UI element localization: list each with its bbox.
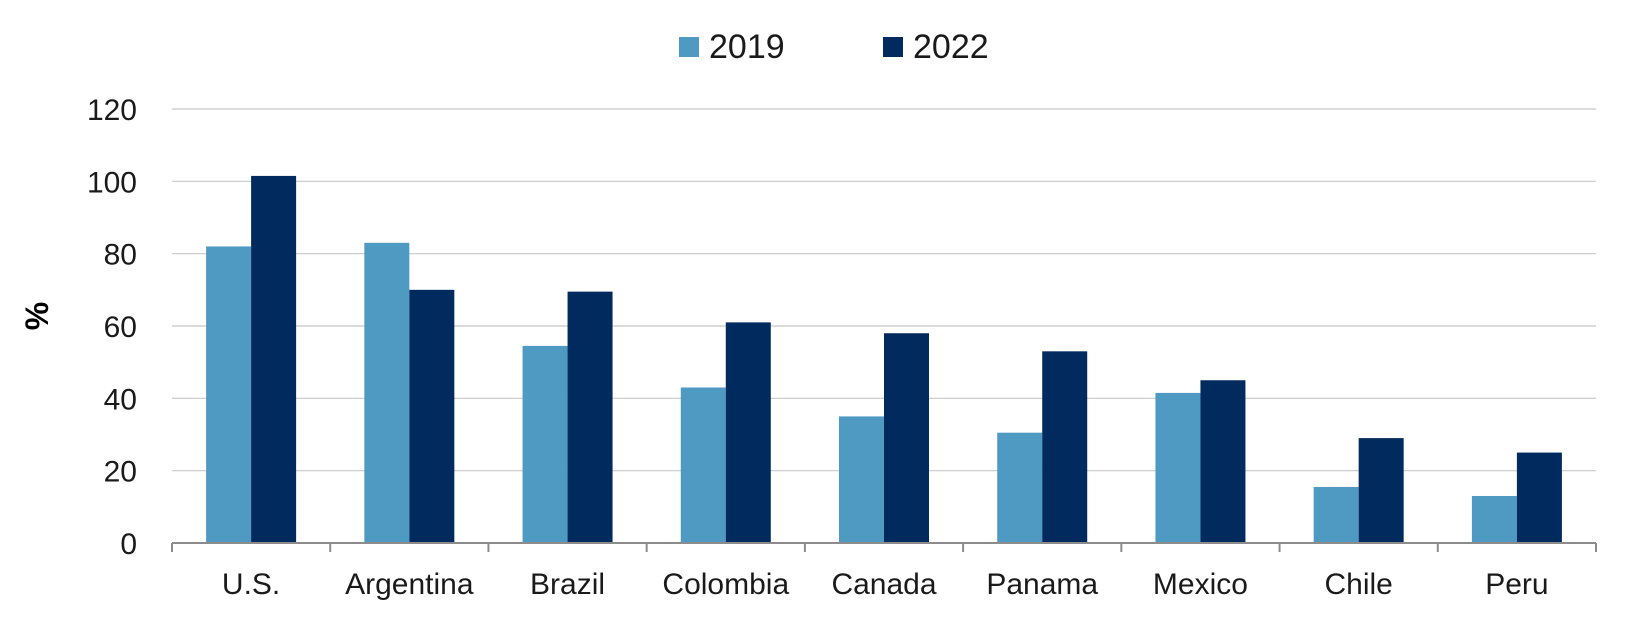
x-tick-label: Panama (986, 568, 1098, 601)
x-tick-label: Chile (1324, 568, 1392, 601)
y-tick-label: 0 (120, 528, 137, 561)
x-axis: U.S. Argentina Brazil Colombia Canada Panama M… (171, 542, 1597, 601)
bar-2022-argentina (409, 289, 455, 543)
legend-swatch-2022 (883, 37, 903, 57)
bar-2022-panama (1042, 351, 1088, 543)
bar-2022-colombia (725, 322, 771, 543)
bar-2022-chile (1358, 438, 1404, 543)
bar-2019-peru (1471, 495, 1517, 543)
bar-2019-chile (1313, 486, 1359, 543)
bar-2019-u-s (206, 246, 252, 543)
legend: 2019 2022 (679, 28, 989, 66)
legend-swatch-2019 (679, 37, 699, 57)
bar-2019-colombia (680, 387, 726, 543)
bar-2022-peru (1516, 452, 1562, 543)
y-tick-label: 120 (87, 94, 137, 127)
bar-2019-mexico (1155, 392, 1201, 543)
y-tick-label: 80 (104, 239, 137, 272)
y-tick-label: 60 (104, 311, 137, 344)
y-axis-ticks: 0 20 40 60 80 100 120 (87, 94, 137, 561)
x-tick-label: Brazil (530, 568, 605, 601)
x-tick-label: Colombia (662, 568, 789, 601)
bars (206, 175, 1562, 544)
bar-2022-mexico (1200, 380, 1246, 543)
y-axis-label: % (19, 302, 55, 330)
bar-2022-brazil (567, 291, 613, 543)
x-tick-label: Peru (1485, 568, 1548, 601)
legend-label-2022: 2022 (913, 28, 989, 66)
x-tick-label: U.S. (222, 568, 280, 601)
x-tick-label: Mexico (1153, 568, 1248, 601)
legend-label-2019: 2019 (709, 28, 785, 66)
bar-2022-canada (884, 333, 929, 543)
x-tick-label: Argentina (345, 568, 474, 601)
y-tick-label: 100 (87, 166, 137, 199)
y-tick-label: 40 (104, 383, 137, 416)
x-tick-label: Canada (831, 568, 936, 601)
bar-2019-argentina (364, 242, 410, 544)
bar-2019-canada (839, 416, 884, 543)
bar-2019-brazil (522, 345, 568, 543)
bar-2022-u-s (251, 175, 297, 544)
y-tick-label: 20 (104, 456, 137, 489)
bar-2019-panama (997, 432, 1043, 543)
